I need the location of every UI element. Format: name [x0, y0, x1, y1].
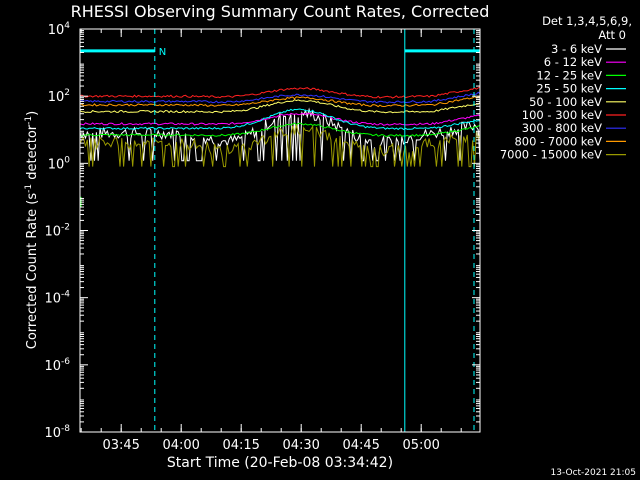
legend-label: 800 - 7000 keV [514, 134, 602, 148]
saa-flag-label: N [159, 47, 166, 58]
legend-label: 6 - 12 keV [544, 55, 602, 69]
series-line [79, 86, 481, 99]
series-layer [79, 86, 481, 168]
series-line [79, 124, 481, 168]
series-line [79, 99, 481, 114]
x-tick-label: 03:45 [102, 438, 139, 453]
x-axis-label: Start Time (20-Feb-08 03:34:42) [167, 455, 393, 471]
series-line [79, 91, 481, 104]
series-line [79, 107, 481, 162]
x-tick-label: 04:15 [222, 438, 259, 453]
y-tick-label: 10-8 [44, 424, 70, 441]
series-line [79, 112, 481, 126]
legend-label: 3 - 6 keV [551, 42, 602, 56]
y-tick-label: 104 [48, 21, 71, 38]
legend-label: 300 - 800 keV [522, 121, 602, 135]
legend-title-attenuator: Att 0 [598, 28, 626, 42]
y-axis: 104 102 100 10-2 10-4 10-6 10-8 [44, 21, 480, 441]
legend-label: 25 - 50 keV [536, 82, 602, 96]
legend-label: 12 - 25 keV [536, 68, 602, 82]
y-tick-label: 10-2 [44, 223, 70, 240]
y-tick-label: 10-4 [44, 290, 70, 307]
series-line [79, 122, 481, 137]
legend-label: 7000 - 15000 keV [500, 148, 602, 162]
y-tick-label: 10-6 [44, 357, 70, 374]
y-axis-label: Corrected Count Rate (s-1 detector-1) [24, 111, 40, 349]
legend-label: 100 - 300 keV [522, 108, 602, 122]
x-tick-label: 04:30 [282, 438, 319, 453]
legend-label: 50 - 100 keV [529, 95, 602, 109]
y-tick-label: 102 [48, 88, 70, 105]
legend-title-detectors: Det 1,3,4,5,6,9, [542, 14, 632, 28]
x-axis: 03:45 04:00 04:15 04:30 04:45 05:00 [80, 29, 462, 453]
y-tick-label: 100 [48, 155, 71, 172]
series-line [79, 95, 481, 108]
x-tick-label: 05:00 [402, 438, 439, 453]
timestamp: 13-Oct-2021 21:05 [551, 468, 636, 478]
x-tick-label: 04:00 [162, 438, 199, 453]
series-line [79, 108, 480, 131]
chart-title: RHESSI Observing Summary Count Rates, Co… [71, 2, 490, 21]
x-tick-label: 04:45 [342, 438, 379, 453]
